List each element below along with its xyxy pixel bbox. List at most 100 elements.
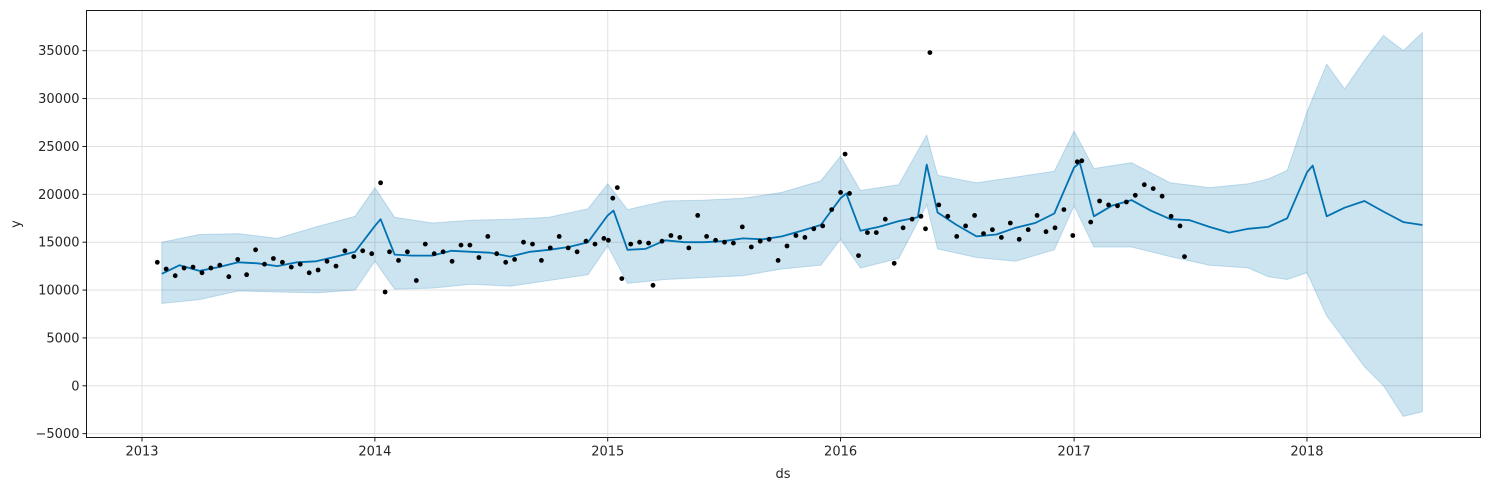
observed-point: [306, 270, 312, 276]
observed-point: [659, 238, 665, 244]
observed-point: [583, 238, 589, 244]
observed-point: [190, 264, 196, 270]
observed-point: [512, 257, 517, 262]
observed-point: [467, 242, 473, 248]
observed-point: [757, 238, 763, 244]
plot-frame: [86, 10, 1481, 438]
observed-point: [226, 274, 232, 280]
observed-point: [565, 245, 571, 251]
observed-point: [1106, 202, 1111, 208]
forecast-line-layer: [161, 161, 1423, 275]
observed-point: [1007, 220, 1013, 226]
observed-point: [476, 255, 482, 260]
observed-point: [1150, 186, 1156, 192]
observed-point: [333, 263, 339, 269]
observed-point: [1043, 229, 1049, 235]
observed-point: [271, 256, 276, 261]
observed-point: [695, 213, 701, 218]
observed-point: [1097, 198, 1102, 204]
observed-point: [262, 261, 267, 267]
observed-point: [918, 213, 924, 219]
observed-point: [1159, 193, 1165, 199]
observed-point: [172, 273, 178, 279]
observed-point: [873, 230, 879, 236]
uncertainty-band: [161, 31, 1423, 417]
observed-point: [722, 239, 727, 245]
observed-point: [838, 190, 843, 195]
observed-point: [1115, 203, 1120, 209]
observed-point: [253, 247, 258, 253]
observed-point: [413, 278, 419, 283]
observed-point: [923, 226, 928, 232]
tick-layer: 2013 2014 2015 2016 2017 2018 −5000 0 5000 10000 1…: [36, 44, 1324, 459]
observed-point: [297, 261, 303, 267]
observed-points-layer: [154, 50, 1187, 295]
observed-point: [606, 237, 611, 243]
observed-point: [235, 257, 241, 262]
observed-point: [775, 258, 781, 263]
y-tick-label: 10000: [38, 284, 79, 299]
y-tick-label: 35000: [38, 44, 79, 59]
forecast-line: [161, 161, 1423, 275]
observed-point: [793, 233, 799, 238]
y-tick-label: 0: [71, 379, 79, 394]
observed-point: [1124, 199, 1129, 205]
observed-point: [503, 259, 509, 265]
observed-point: [637, 239, 642, 245]
observed-point: [610, 195, 616, 201]
y-axis-label: y: [9, 220, 24, 228]
observed-point: [677, 235, 683, 240]
observed-point: [1052, 225, 1058, 231]
observed-point: [369, 251, 375, 257]
observed-point: [1079, 158, 1085, 164]
observed-point: [842, 151, 848, 157]
observed-point: [704, 234, 709, 239]
observed-point: [766, 236, 772, 242]
observed-point: [351, 254, 357, 259]
observed-point: [628, 241, 634, 247]
observed-point: [668, 233, 674, 238]
observed-point: [360, 248, 366, 254]
observed-point: [891, 260, 897, 266]
observed-point: [731, 240, 736, 246]
observed-point: [574, 249, 580, 255]
observed-point: [1177, 223, 1183, 229]
observed-point: [530, 241, 535, 247]
observed-point: [288, 264, 294, 270]
observed-point: [556, 234, 562, 239]
x-tick-label: 2018: [1290, 445, 1323, 460]
observed-point: [405, 249, 410, 255]
observed-point: [1141, 182, 1147, 188]
observed-point: [748, 244, 754, 250]
observed-point: [936, 202, 942, 208]
observed-point: [981, 231, 986, 237]
observed-point: [378, 180, 383, 186]
x-tick-label: 2013: [125, 445, 158, 460]
x-tick-label: 2017: [1058, 445, 1091, 460]
observed-point: [802, 235, 808, 240]
observed-point: [382, 289, 388, 295]
observed-point: [521, 239, 526, 245]
y-tick-label: 15000: [38, 236, 79, 251]
observed-point: [154, 259, 160, 265]
observed-point: [847, 191, 852, 196]
observed-point: [1016, 236, 1022, 242]
y-tick-label: 20000: [38, 188, 79, 203]
observed-point: [1182, 254, 1187, 259]
observed-point: [990, 227, 995, 233]
observed-point: [217, 262, 223, 268]
observed-point: [954, 234, 960, 239]
y-tick-label: 25000: [38, 140, 79, 155]
observed-point: [199, 270, 205, 276]
observed-point: [547, 245, 553, 251]
observed-point: [539, 258, 544, 263]
observed-point: [315, 267, 321, 273]
observed-point: [1132, 192, 1138, 198]
observed-point: [244, 272, 250, 278]
observed-point: [485, 234, 491, 239]
observed-point: [900, 225, 906, 231]
observed-point: [163, 266, 169, 272]
observed-point: [856, 253, 861, 258]
observed-point: [387, 249, 392, 255]
